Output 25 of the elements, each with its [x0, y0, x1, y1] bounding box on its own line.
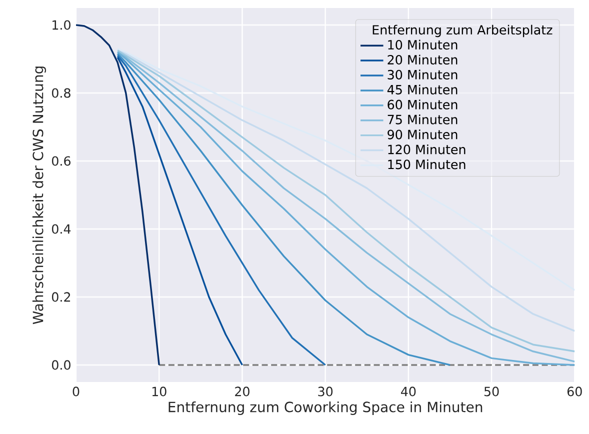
- legend-title: Entfernung zum Arbeitsplatz: [372, 24, 552, 38]
- x-tick-label: 0: [72, 386, 80, 396]
- legend-label: 45 Minuten: [387, 84, 458, 94]
- legend-label: 10 Minuten: [388, 40, 458, 50]
- x-tick-label: 10: [152, 386, 166, 396]
- legend-label: 120 Minuten: [388, 144, 466, 154]
- y-tick-label: 0.4: [52, 224, 71, 234]
- x-tick-label: 60: [567, 386, 582, 396]
- y-tick-label: 0.8: [52, 88, 70, 98]
- legend-label: 90 Minuten: [388, 130, 458, 140]
- y-axis-title: Wahrscheinlichkeit der CWS Nutzung: [32, 66, 46, 324]
- legend-label: 60 Minuten: [388, 100, 458, 110]
- legend-label: 75 Minuten: [388, 114, 458, 124]
- y-tick-label: 0.2: [52, 292, 70, 302]
- x-tick-label: 40: [401, 386, 416, 396]
- legend-label: 20 Minuten: [388, 54, 458, 65]
- x-tick-label: 30: [318, 386, 333, 396]
- legend-label: 150 Minuten: [388, 159, 466, 170]
- y-tick-label: 0.6: [52, 156, 70, 166]
- x-tick-label: 50: [484, 386, 499, 396]
- x-axis-title: Entfernung zum Coworking Space in Minuten: [168, 401, 482, 415]
- y-tick-label: 0.0: [52, 360, 70, 370]
- legend-label: 30 Minuten: [388, 70, 458, 80]
- y-tick-label: 1.0: [52, 20, 70, 30]
- x-tick-label: 20: [235, 386, 250, 396]
